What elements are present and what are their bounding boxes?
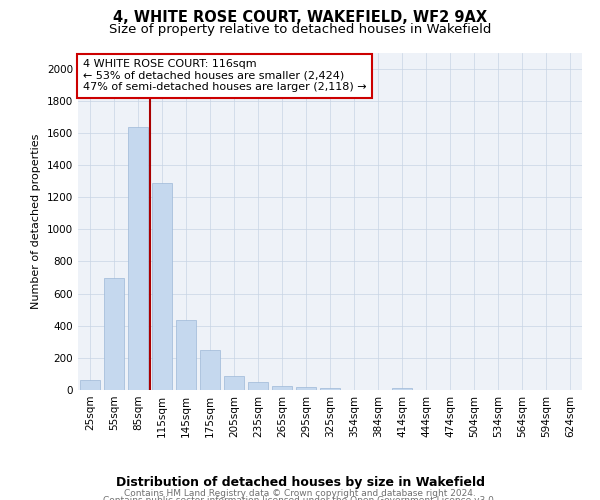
Text: Size of property relative to detached houses in Wakefield: Size of property relative to detached ho… (109, 22, 491, 36)
Bar (248, 382, 268, 390)
Bar (128, 127, 148, 390)
Bar (80, 380, 100, 390)
Text: 4 WHITE ROSE COURT: 116sqm
← 53% of detached houses are smaller (2,424)
47% of s: 4 WHITE ROSE COURT: 116sqm ← 53% of deta… (83, 59, 367, 92)
Y-axis label: Number of detached properties: Number of detached properties (31, 134, 41, 309)
Bar (320, 388, 340, 390)
Text: Contains HM Land Registry data © Crown copyright and database right 2024.: Contains HM Land Registry data © Crown c… (124, 489, 476, 498)
Bar (272, 386, 292, 390)
Bar (200, 350, 220, 390)
Text: Contains public sector information licensed under the Open Government Licence v3: Contains public sector information licen… (103, 496, 497, 500)
Bar (392, 388, 412, 390)
Text: Distribution of detached houses by size in Wakefield: Distribution of detached houses by size … (115, 476, 485, 489)
Text: 4, WHITE ROSE COURT, WAKEFIELD, WF2 9AX: 4, WHITE ROSE COURT, WAKEFIELD, WF2 9AX (113, 10, 487, 25)
Bar (224, 376, 244, 390)
Bar (176, 320, 196, 390)
Bar (152, 184, 172, 390)
Bar (104, 278, 124, 390)
Bar (296, 387, 316, 390)
